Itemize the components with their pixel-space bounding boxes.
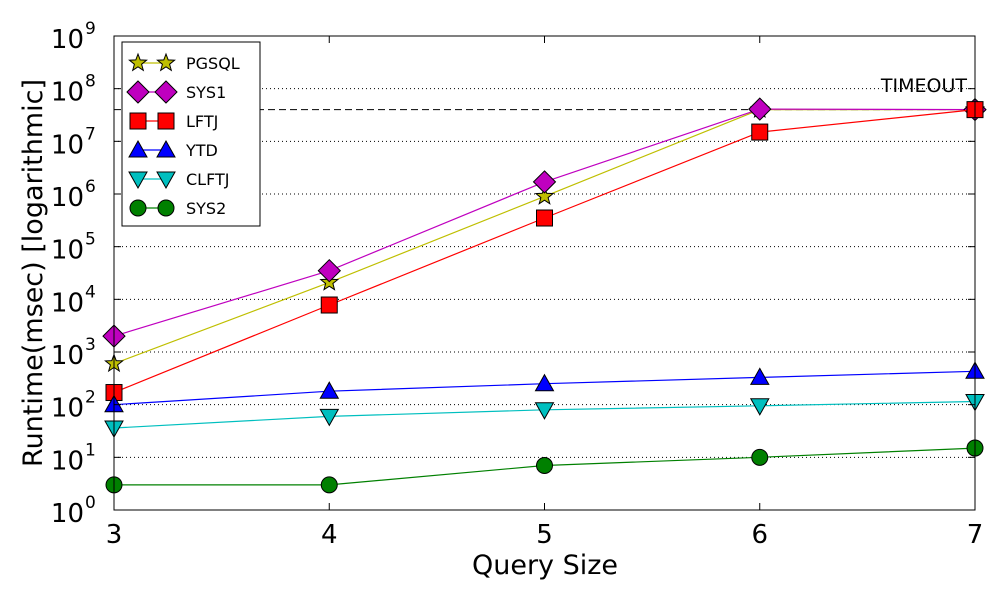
data-point-sys2: [320, 476, 338, 494]
tick-labels: 10 010 110 210 310 410 510 610 710 810 93 4 5 6 7: [51, 19, 983, 550]
series-layer: [102, 97, 987, 494]
y-tick-exponent: 3: [85, 335, 96, 355]
data-point-clftj: [319, 408, 340, 427]
legend-marker-sys1: [154, 80, 178, 104]
y-tick-label: 10: [51, 236, 84, 266]
legend-label-sys2: SYS2: [186, 199, 226, 218]
y-tick-exponent: 8: [85, 72, 96, 92]
y-tick-exponent: 9: [85, 19, 96, 39]
y-tick-label: 10: [51, 25, 84, 55]
x-tick-label: 5: [536, 520, 553, 550]
data-point-ytd: [749, 367, 770, 385]
data-point-sys1: [748, 97, 772, 121]
y-tick-label: 10: [51, 446, 84, 476]
legend-marker-pgsql: [156, 52, 176, 72]
legend-marker-lftj: [157, 112, 175, 130]
data-point-ytd: [534, 373, 555, 392]
data-point-sys2: [536, 456, 553, 474]
y-tick-label: 10: [51, 499, 84, 529]
legend-marker-sys1: [126, 80, 150, 104]
axis-ticks: [113, 35, 976, 511]
y-axis-title: Runtime(msec) [logarithmic]: [18, 79, 49, 467]
data-point-ytd: [319, 381, 340, 399]
data-point-lftj: [536, 209, 553, 227]
y-tick-exponent: 7: [85, 124, 96, 144]
y-tick-exponent: 1: [85, 440, 96, 460]
x-tick-label: 6: [751, 520, 768, 550]
x-tick-label: 3: [106, 520, 123, 550]
x-tick-label: 4: [321, 520, 338, 550]
data-point-lftj: [751, 123, 769, 141]
y-tick-exponent: 0: [85, 493, 96, 513]
y-tick-label: 10: [51, 288, 84, 318]
y-tick-exponent: 2: [85, 388, 96, 408]
legend-label-lftj: LFTJ: [186, 112, 218, 131]
legend-label-ytd: YTD: [185, 141, 218, 160]
legend-label-sys1: SYS1: [186, 83, 226, 102]
data-point-clftj: [534, 402, 555, 420]
y-tick-label: 10: [51, 78, 84, 108]
y-tick-label: 10: [51, 394, 84, 424]
data-point-sys1: [317, 258, 342, 283]
legend-box: [121, 41, 261, 227]
legend-marker-sys2: [157, 199, 175, 217]
x-axis-title: Query Size: [472, 550, 618, 581]
y-tick-exponent: 5: [85, 230, 96, 250]
x-tick-label: 7: [967, 520, 984, 550]
legend-marker-clftj: [128, 171, 148, 190]
data-point-sys2: [751, 448, 769, 466]
y-tick-exponent: 6: [85, 177, 96, 197]
legend-marker-clftj: [156, 171, 176, 190]
legend-label-pgsql: PGSQL: [186, 54, 240, 73]
legend: PGSQL SYS1 LFTJ YTD CLFTJ SYS2: [121, 41, 261, 227]
y-tick-label: 10: [51, 341, 84, 371]
y-tick-label: 10: [51, 130, 84, 160]
data-point-sys1: [532, 170, 557, 194]
legend-label-clftj: CLFTJ: [186, 170, 230, 189]
data-point-clftj: [749, 398, 770, 416]
series-clftj: [104, 394, 985, 439]
data-point-pgsql: [534, 185, 555, 205]
y-tick-label: 10: [51, 183, 84, 213]
series-sys2: [105, 439, 984, 494]
y-tick-exponent: 4: [85, 282, 96, 302]
timeout-label: TIMEOUT: [880, 75, 967, 97]
legend-marker-ytd: [156, 139, 176, 158]
data-point-lftj: [320, 296, 338, 314]
legend-marker-sys2: [129, 199, 147, 217]
legend-marker-pgsql: [128, 52, 148, 72]
legend-marker-ytd: [128, 139, 148, 158]
legend-marker-lftj: [129, 112, 147, 130]
